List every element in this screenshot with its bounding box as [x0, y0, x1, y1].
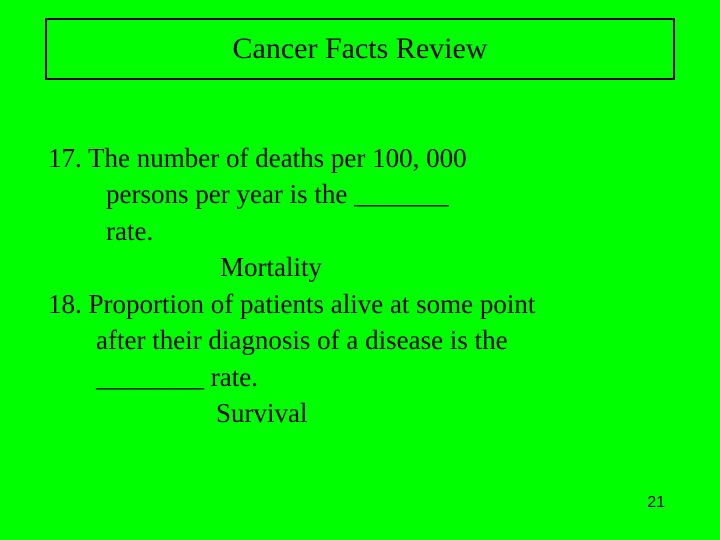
- slide-title: Cancer Facts Review: [233, 32, 488, 66]
- slide-content: 17. The number of deaths per 100, 000 pe…: [48, 140, 678, 432]
- question-17-line-2: persons per year is the _______: [106, 176, 678, 212]
- answer-17: Mortality: [220, 249, 678, 285]
- question-17-line-3: rate.: [106, 213, 678, 249]
- question-17-line-1: 17. The number of deaths per 100, 000: [48, 140, 678, 176]
- question-18-line-1: 18. Proportion of patients alive at some…: [48, 286, 678, 322]
- question-18-line-3: ________ rate.: [96, 359, 678, 395]
- page-number: 21: [647, 494, 665, 512]
- answer-18: Survival: [216, 395, 678, 431]
- title-box: Cancer Facts Review: [45, 18, 675, 80]
- question-18-line-2: after their diagnosis of a disease is th…: [96, 322, 678, 358]
